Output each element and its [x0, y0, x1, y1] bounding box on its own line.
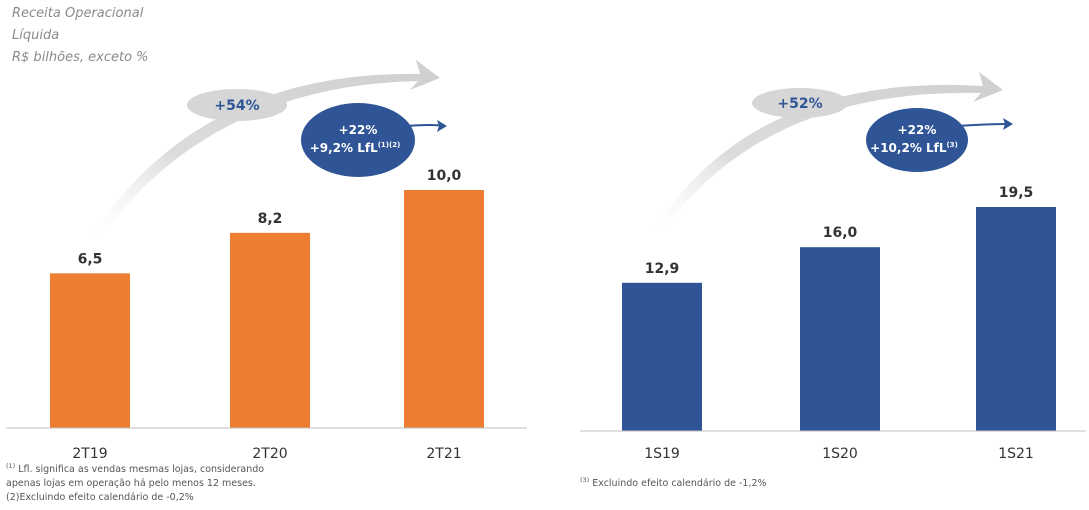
semester-lfl-bubble-sup: (3)	[947, 141, 958, 149]
semester-growth-badge-label: +52%	[777, 96, 822, 112]
semester-value-label-1S20: 16,0	[823, 225, 858, 241]
quarter-lfl-bubble	[301, 103, 415, 177]
quarter-bubble-arrow-head	[437, 120, 447, 132]
quarter-tick-label-2T20: 2T20	[252, 446, 287, 462]
semester-lfl-bubble	[866, 108, 968, 172]
chart-subtitle-line1: Receita Operacional	[12, 6, 144, 21]
semester-lfl-bubble-line2: +10,2% LfL(3)	[870, 141, 958, 155]
semester-tick-label-1S19: 1S19	[644, 446, 680, 462]
footnote-right: (3) Excluindo efeito calendário de -1,2%	[580, 473, 767, 491]
quarter-lfl-bubble-line2: +9,2% LfL(1)(2)	[310, 141, 401, 155]
quarter-bar-2T19	[50, 273, 130, 428]
footnote-left-line3: (2)Excluindo efeito calendário de -0,2%	[6, 492, 194, 504]
chart-subtitle-line3: R$ bilhões, exceto %	[12, 50, 149, 65]
semester-bar-1S20	[800, 247, 880, 431]
quarter-tick-label-2T19: 2T19	[72, 446, 107, 462]
footnote-left-line1: Lfl. significa as vendas mesmas lojas, c…	[15, 464, 265, 476]
semester-bubble-arrow	[957, 123, 1010, 127]
quarter-growth-badge-label: +54%	[214, 98, 259, 114]
quarter-value-label-2T20: 8,2	[258, 211, 283, 227]
semester-growth-badge	[752, 88, 848, 118]
semester-tick-label-1S21: 1S21	[998, 446, 1034, 462]
quarter-bar-2T20	[230, 232, 310, 428]
quarter-value-label-2T19: 6,5	[78, 251, 103, 267]
semester-lfl-bubble-line1: +22%	[898, 123, 937, 137]
quarter-growth-arrow	[90, 60, 440, 238]
semester-value-label-1S19: 12,9	[645, 261, 680, 277]
footnote-left-line2: apenas lojas em operação há pelo menos 1…	[6, 478, 256, 490]
quarter-growth-badge	[187, 89, 287, 121]
quarter-bubble-arrow	[404, 124, 444, 127]
footnote-right-sup: (3)	[580, 476, 590, 484]
chart-subtitle-line2: Líquida	[12, 28, 60, 43]
footnote-left-sup: (1)	[6, 462, 16, 470]
semester-bar-1S21	[976, 207, 1056, 431]
quarter-tick-label-2T21: 2T21	[426, 446, 461, 462]
quarter-value-label-2T21: 10,0	[427, 168, 462, 184]
footnote-right-line: Excluindo efeito calendário de -1,2%	[589, 478, 767, 490]
footnote-left: (1) Lfl. significa as vendas mesmas loja…	[6, 459, 264, 505]
semester-tick-label-1S20: 1S20	[822, 446, 858, 462]
semester-value-label-1S21: 19,5	[999, 185, 1034, 201]
semester-bubble-arrow-head	[1003, 118, 1013, 130]
quarter-lfl-bubble-line1: +22%	[339, 123, 378, 137]
semester-bar-1S19	[622, 282, 702, 431]
quarter-lfl-bubble-sup: (1)(2)	[378, 141, 401, 149]
quarter-bar-2T21	[404, 190, 484, 428]
